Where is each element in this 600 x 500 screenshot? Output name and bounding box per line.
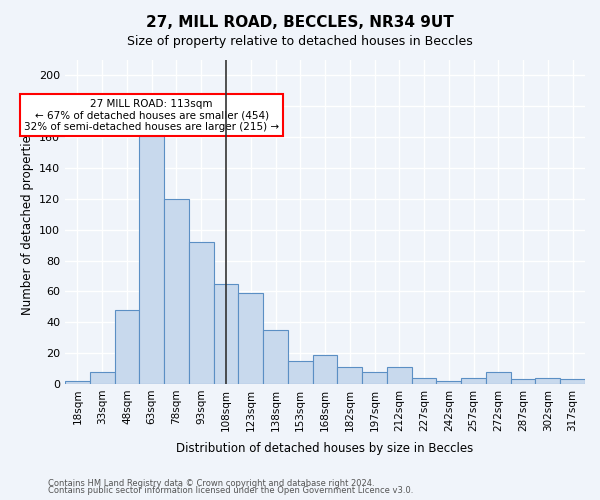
Text: Contains HM Land Registry data © Crown copyright and database right 2024.: Contains HM Land Registry data © Crown c… — [48, 478, 374, 488]
Bar — [436, 381, 461, 384]
Y-axis label: Number of detached properties: Number of detached properties — [20, 129, 34, 315]
Bar — [238, 293, 263, 384]
Bar — [313, 354, 337, 384]
Text: 27 MILL ROAD: 113sqm
← 67% of detached houses are smaller (454)
32% of semi-deta: 27 MILL ROAD: 113sqm ← 67% of detached h… — [24, 98, 279, 132]
Text: Size of property relative to detached houses in Beccles: Size of property relative to detached ho… — [127, 35, 473, 48]
Bar — [337, 367, 362, 384]
Bar — [560, 380, 585, 384]
Bar — [189, 242, 214, 384]
Bar — [90, 372, 115, 384]
Bar — [263, 330, 288, 384]
Bar — [65, 381, 90, 384]
Bar — [511, 380, 535, 384]
X-axis label: Distribution of detached houses by size in Beccles: Distribution of detached houses by size … — [176, 442, 473, 455]
Bar — [535, 378, 560, 384]
Bar — [164, 199, 189, 384]
Bar — [461, 378, 486, 384]
Text: Contains public sector information licensed under the Open Government Licence v3: Contains public sector information licen… — [48, 486, 413, 495]
Bar — [412, 378, 436, 384]
Bar — [288, 361, 313, 384]
Bar — [139, 132, 164, 384]
Text: 27, MILL ROAD, BECCLES, NR34 9UT: 27, MILL ROAD, BECCLES, NR34 9UT — [146, 15, 454, 30]
Bar — [362, 372, 387, 384]
Bar — [115, 310, 139, 384]
Bar — [214, 284, 238, 384]
Bar — [387, 367, 412, 384]
Bar — [486, 372, 511, 384]
